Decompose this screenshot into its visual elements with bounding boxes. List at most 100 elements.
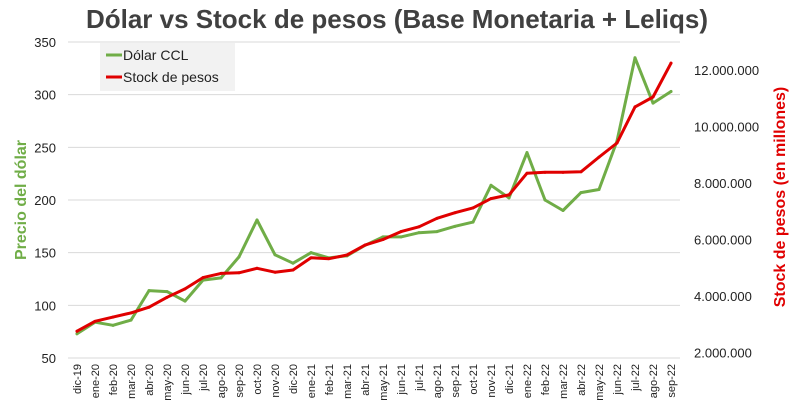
right-tick-label: 12.000.000	[694, 63, 759, 78]
series-0-point	[453, 224, 457, 228]
series-1-point	[111, 315, 115, 319]
right-tick-label: 10.000.000	[694, 120, 759, 135]
series-1-point	[633, 105, 637, 109]
x-tick-label: ago-22	[648, 364, 660, 398]
series-1-point	[93, 319, 97, 323]
series-1-point	[489, 197, 493, 201]
series-0-point	[417, 231, 421, 235]
series-1-point	[147, 305, 151, 309]
series-1-point	[291, 268, 295, 272]
series-layer	[75, 56, 673, 336]
series-0-point	[525, 151, 529, 155]
x-tick-label: may-22	[594, 364, 606, 401]
x-tick-label: abr-20	[144, 364, 156, 396]
x-tick-label: sep-22	[666, 364, 678, 398]
series-1-point	[327, 257, 331, 261]
series-1-point	[129, 311, 133, 315]
series-1-point	[615, 141, 619, 145]
series-0-point	[147, 289, 151, 293]
left-axis-label: Precio del dólar	[13, 140, 30, 260]
left-tick-label: 250	[34, 140, 56, 155]
series-1-point	[75, 329, 79, 333]
x-tick-label: oct-20	[252, 364, 264, 395]
right-tick-label: 2.000.000	[694, 345, 752, 360]
series-1-point	[471, 206, 475, 210]
series-0-point	[309, 251, 313, 255]
left-tick-label: 150	[34, 246, 56, 261]
series-0-point	[543, 198, 547, 202]
x-tick-label: mar-22	[558, 364, 570, 399]
right-tick-label: 4.000.000	[694, 289, 752, 304]
series-0-point	[579, 191, 583, 195]
x-tick-label: ene-20	[90, 364, 102, 398]
series-1-point	[219, 271, 223, 275]
series-1-point	[453, 211, 457, 215]
series-0-point	[237, 255, 241, 259]
series-1-point	[201, 276, 205, 280]
legend-box	[100, 43, 235, 91]
series-1-point	[399, 230, 403, 234]
chart-title: Dólar vs Stock de pesos (Base Monetaria …	[86, 4, 708, 34]
series-0-point	[507, 196, 511, 200]
series-1-point	[507, 193, 511, 197]
left-tick-label: 200	[34, 193, 56, 208]
series-1-point	[579, 170, 583, 174]
left-tick-label: 100	[34, 298, 56, 313]
x-tick-label: jun-22	[612, 364, 624, 396]
x-tick-label: sep-21	[450, 364, 462, 398]
series-0-point	[129, 318, 133, 322]
series-0-point	[183, 299, 187, 303]
right-tick-label: 6.000.000	[694, 233, 752, 248]
x-tick-label: sep-20	[234, 364, 246, 398]
x-tick-label: jun-20	[180, 364, 192, 396]
x-tick-label: dic-20	[288, 364, 300, 394]
series-0-point	[669, 90, 673, 94]
series-1-point	[309, 256, 313, 260]
x-tick-label: jul-22	[630, 364, 642, 392]
x-tick-label: jun-21	[396, 364, 408, 396]
x-tick-label: may-20	[162, 364, 174, 401]
x-tick-label: jul-20	[198, 364, 210, 392]
right-axis-ticks: 2.000.000 4.000.000 6.000.000 8.000.000 10.0…	[694, 63, 759, 360]
series-1-point	[363, 243, 367, 247]
series-1-point	[597, 155, 601, 159]
series-0-point	[165, 290, 169, 294]
series-1-point	[381, 238, 385, 241]
x-tick-label: jul-21	[414, 364, 426, 392]
series-1-point	[651, 95, 655, 99]
grid	[68, 41, 680, 359]
series-line-1	[75, 61, 673, 333]
series-0-point	[399, 235, 403, 239]
series-0-point	[651, 101, 655, 105]
left-tick-label: 350	[34, 35, 56, 50]
series-0-point	[255, 218, 259, 222]
left-axis-ticks: 50 100 150 200 250 300 350	[34, 35, 56, 366]
x-tick-label: feb-22	[540, 364, 552, 395]
x-tick-label: ene-21	[306, 364, 318, 398]
series-0-point	[471, 220, 475, 224]
series-0-point	[273, 253, 277, 257]
series-0-point	[219, 276, 223, 280]
series-1-point	[165, 295, 169, 299]
series-1-point	[273, 270, 277, 274]
right-tick-label: 8.000.000	[694, 176, 752, 191]
x-tick-label: oct-21	[468, 364, 480, 395]
series-0-point	[489, 183, 493, 187]
x-tick-label: ago-20	[216, 364, 228, 398]
left-tick-label: 300	[34, 88, 56, 103]
x-tick-label: mar-21	[342, 364, 354, 399]
series-0-point	[597, 187, 601, 191]
series-0-point	[435, 230, 439, 234]
x-tick-label: abr-21	[360, 364, 372, 396]
x-tick-label: nov-21	[486, 364, 498, 398]
x-tick-label: mar-20	[126, 364, 138, 399]
right-axis-label: Stock de pesos (en millones)	[772, 87, 789, 308]
x-axis-ticks: dic-19 ene-20 feb-20 mar-20 abr-20 may-20 jun-…	[72, 364, 678, 401]
series-1-point	[345, 253, 349, 257]
x-tick-label: ene-22	[522, 364, 534, 398]
series-1-point	[417, 225, 421, 229]
x-tick-label: feb-21	[324, 364, 336, 395]
x-tick-label: abr-22	[576, 364, 588, 396]
series-0-point	[291, 261, 295, 265]
legend: Dólar CCL Stock de pesos	[100, 43, 235, 91]
